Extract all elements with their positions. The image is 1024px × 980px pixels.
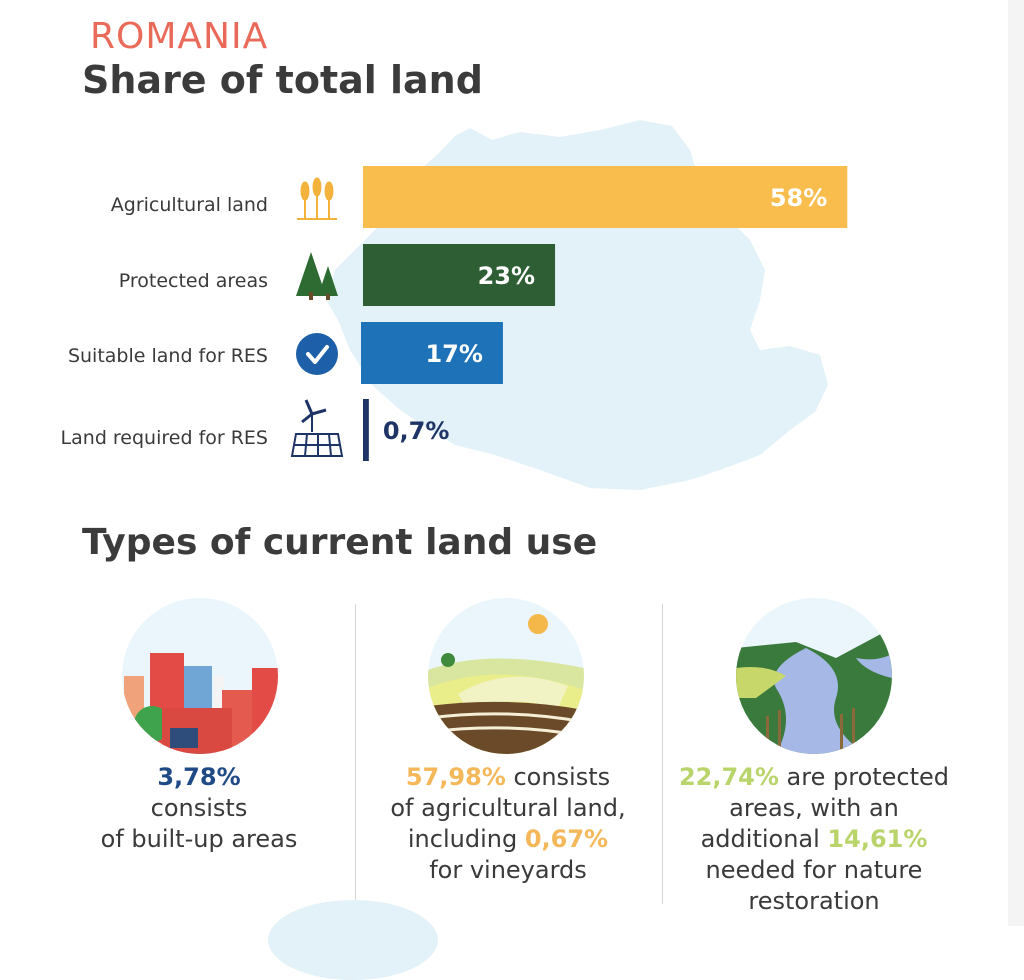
column-divider-1 (355, 604, 356, 904)
tick-label-required-res: Land required for RES (61, 427, 268, 449)
built-up-line1: consists (150, 794, 248, 822)
protected-text3: additional (700, 825, 828, 853)
partial-circle-illustration (268, 900, 438, 980)
river-icon (736, 598, 892, 754)
checkmark-icon (296, 333, 338, 375)
data-label-1: 23% (478, 262, 535, 290)
column-divider-2 (662, 604, 663, 904)
trees-icon (296, 252, 338, 300)
built-up-percent: 3,78% (157, 763, 241, 791)
vineyards-percent: 0,67% (524, 825, 609, 853)
protected-stat: 22,74% are protected areas, with an addi… (668, 762, 960, 917)
protected-text2: areas, with an (729, 794, 899, 822)
protected-text5: restoration (748, 887, 880, 915)
bar-agricultural-land (363, 166, 848, 228)
built-up-line2: of built-up areas (100, 825, 298, 853)
protected-percent: 22,74% (678, 763, 779, 791)
agricultural-text3: including (407, 825, 525, 853)
bar-suitable-land-for-res (361, 322, 503, 384)
share-of-land-chart: Agricultural land Protected areas Suitab… (61, 166, 848, 461)
wind-solar-icon (290, 399, 344, 457)
built-up-stat: 3,78% consists of built-up areas (82, 762, 316, 855)
data-label-2: 17% (425, 340, 482, 368)
country-heading: ROMANIA (90, 16, 269, 57)
page-title: Share of total land (82, 58, 483, 102)
bar-land-required-for-res (363, 399, 369, 461)
agricultural-percent: 57,98% (405, 763, 506, 791)
protected-text4: needed for nature (705, 856, 923, 884)
tick-label-agricultural: Agricultural land (111, 194, 268, 216)
city-icon (122, 598, 278, 754)
agricultural-text1: consists (505, 763, 611, 791)
bar-protected-areas (363, 244, 556, 306)
right-edge-strip (1008, 0, 1024, 926)
farmland-icon (428, 598, 584, 754)
agricultural-text4: for vineyards (429, 856, 587, 884)
restoration-percent: 14,61% (827, 825, 928, 853)
tick-label-suitable-res: Suitable land for RES (68, 345, 268, 367)
agricultural-stat: 57,98% consists of agricultural land, in… (360, 762, 656, 886)
protected-text1: are protected (778, 763, 950, 791)
wheat-icon (297, 177, 337, 220)
data-label-3: 0,7% (383, 417, 450, 445)
land-use-heading: Types of current land use (82, 522, 598, 563)
data-label-0: 58% (770, 184, 827, 212)
agricultural-text2: of agricultural land, (390, 794, 626, 822)
tick-label-protected: Protected areas (119, 270, 268, 292)
